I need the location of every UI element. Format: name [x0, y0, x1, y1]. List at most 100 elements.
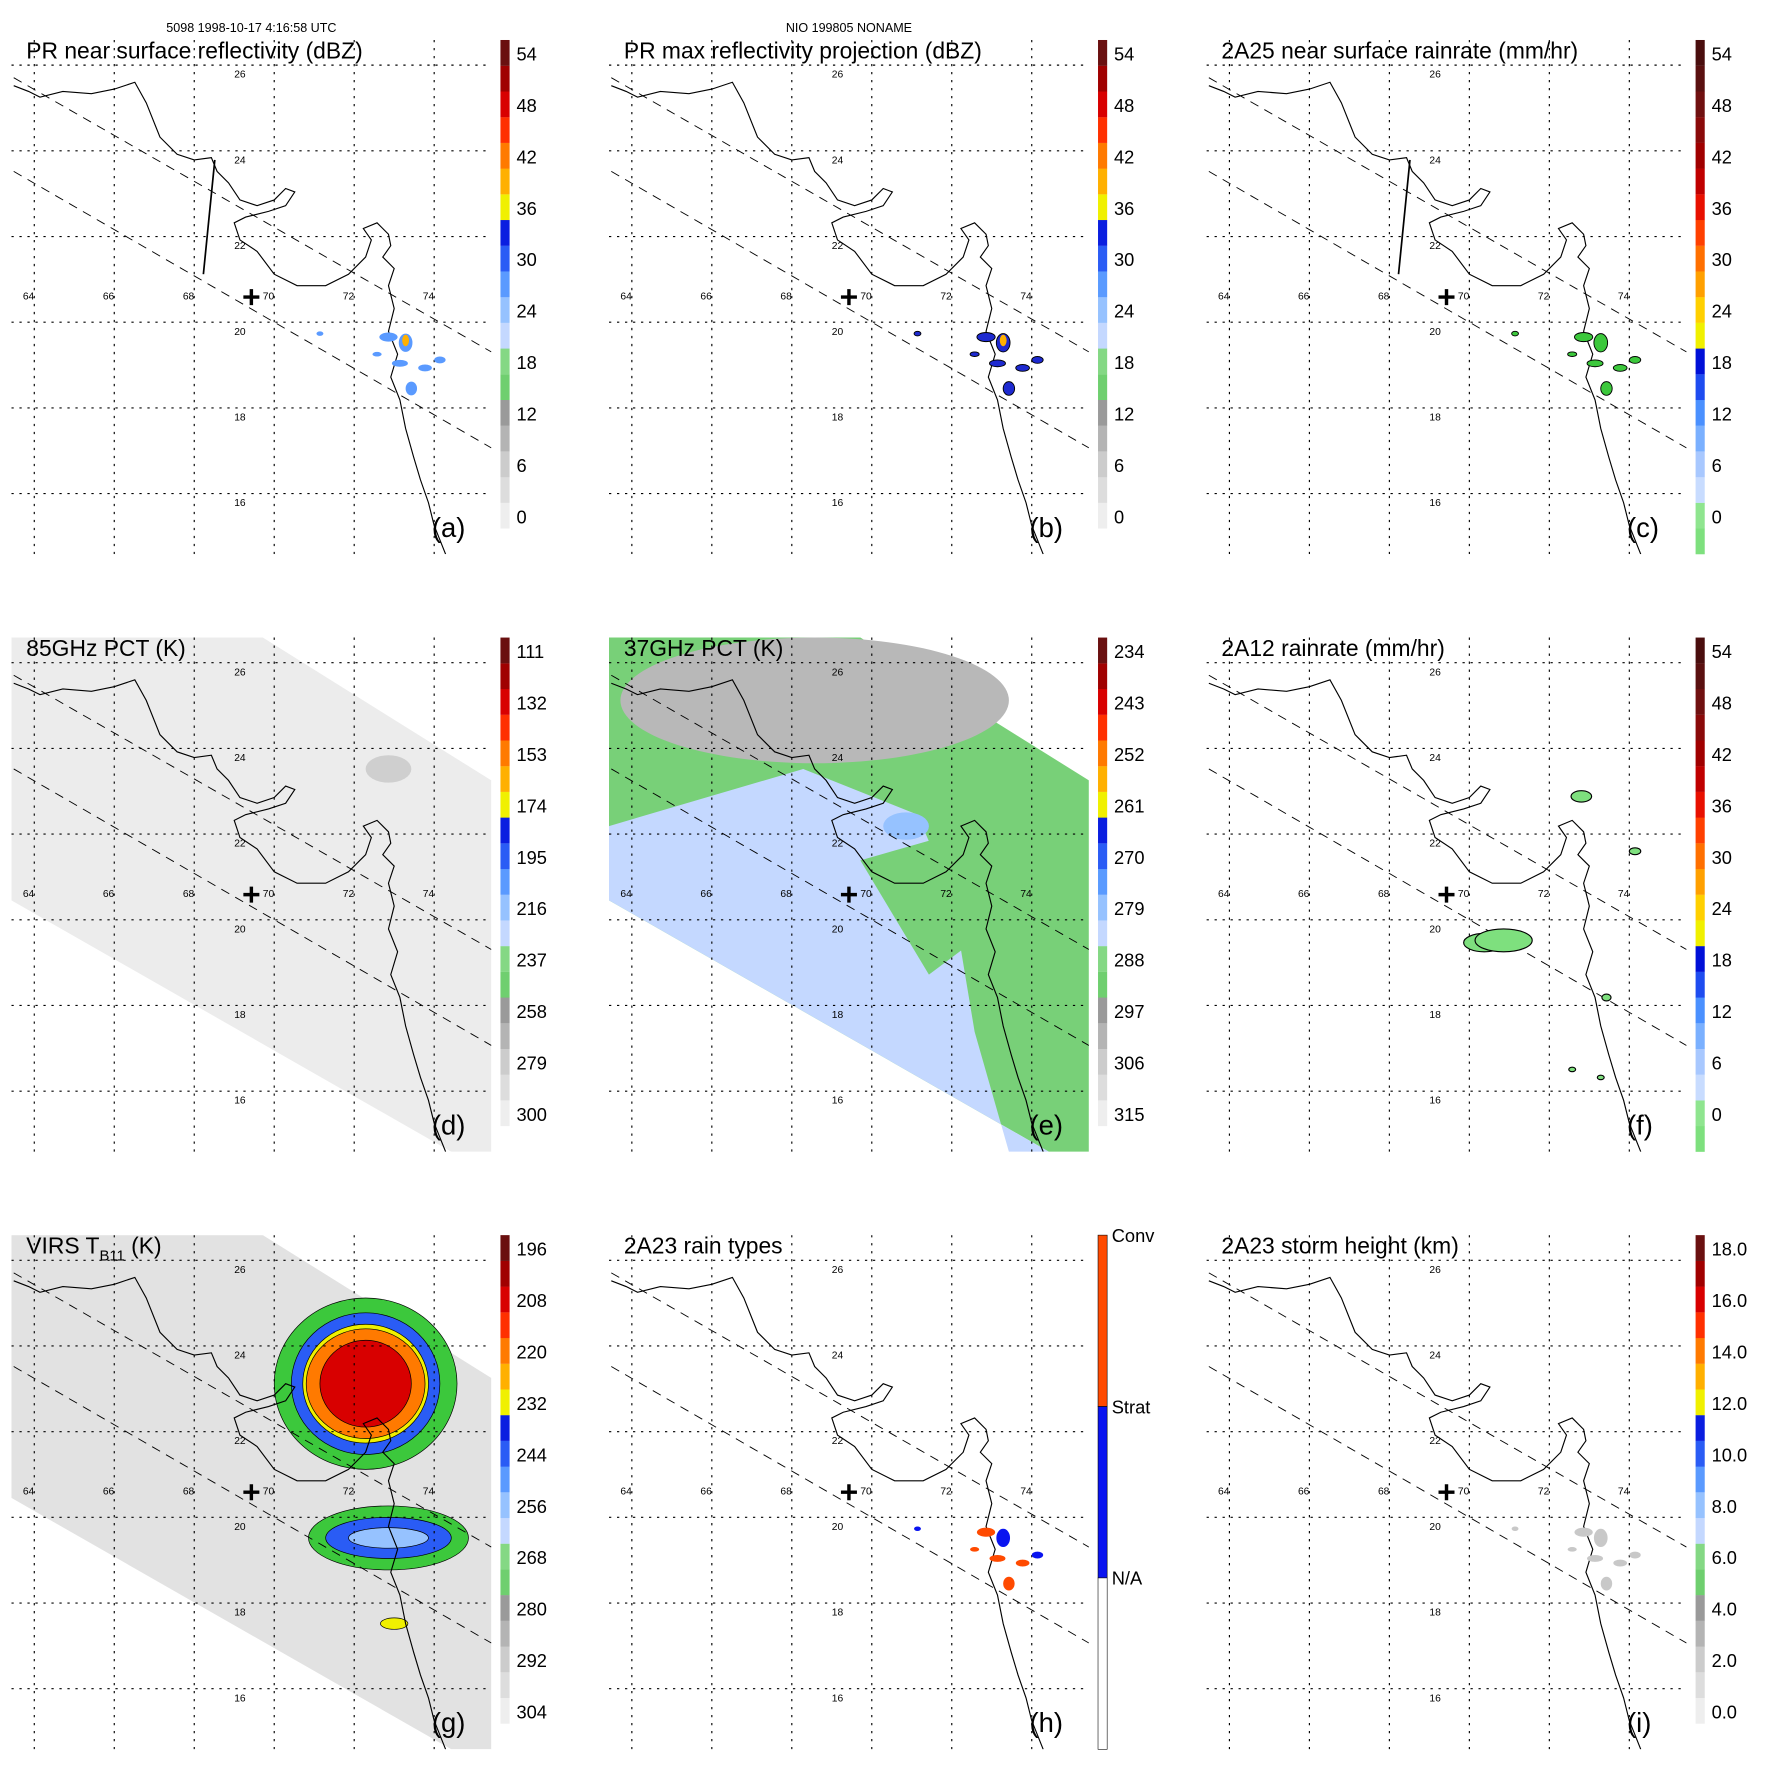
colorbar-label: 237	[516, 950, 546, 971]
colorbar-swatch	[500, 271, 510, 298]
colorbar-swatch	[500, 1517, 510, 1544]
colorbar-label: 306	[1114, 1052, 1144, 1073]
colorbar-label: 24	[1712, 898, 1732, 919]
swath-edge	[1208, 170, 1687, 449]
colorbar-label: 0.0	[1712, 1701, 1737, 1722]
map-panel-e: 64 66 68 70 72 74 26 24 22 20 18 16 37GHz PCT (K) (e)…	[608, 635, 1145, 1152]
colorbar-label: 18	[516, 352, 536, 373]
colorbar-swatch	[500, 1646, 510, 1673]
colorbar-swatch	[500, 374, 510, 401]
rain-area	[1568, 1066, 1577, 1073]
storm-center-cross-icon	[1438, 289, 1455, 306]
lon-label: 70	[263, 889, 275, 900]
colorbar-swatch	[1695, 142, 1705, 169]
echo-core	[999, 334, 1007, 347]
colorbar-swatch	[500, 297, 510, 323]
colorbar-label: 14.0	[1712, 1342, 1748, 1363]
colorbar-swatch	[1695, 997, 1705, 1024]
colorbar-label: 30	[1712, 249, 1732, 270]
colorbar: 111 132 153 174 195 216 237 258 279 300	[500, 637, 547, 1152]
colorbar-swatch	[500, 502, 510, 529]
colorbar-swatch	[1695, 766, 1705, 792]
colorbar: 54 48 42 36 30 24 18 12 6 0	[1098, 39, 1134, 555]
colorbar-swatch	[1695, 1415, 1705, 1441]
colorbar-label: 0	[1114, 506, 1124, 527]
colorbar-swatch	[1098, 946, 1108, 972]
colorbar-label: 288	[1114, 950, 1144, 971]
colorbar-swatch	[1098, 502, 1108, 529]
colorbar-swatch	[1695, 894, 1705, 921]
colorbar-swatch	[1695, 971, 1705, 998]
lat-label: 24	[832, 753, 844, 764]
echo-cell	[1015, 364, 1030, 372]
colorbar-label: 279	[516, 1052, 546, 1073]
echo-cell	[970, 1547, 980, 1552]
colorbar-label: 6	[1712, 1052, 1722, 1073]
lat-label: 26	[832, 1265, 844, 1276]
lon-label: 74	[1020, 291, 1032, 302]
colorbar-label: 8.0	[1712, 1496, 1737, 1517]
colorbar-swatch	[500, 1415, 510, 1441]
colorbar-label: 36	[1114, 198, 1134, 219]
colorbar-swatch	[500, 348, 510, 375]
lat-label: 18	[234, 412, 246, 423]
lat-label: 18	[832, 1608, 844, 1619]
echo-cell	[1593, 333, 1609, 353]
colorbar-swatch	[1695, 1023, 1705, 1050]
colorbar-label: 132	[516, 693, 546, 714]
colorbar-swatch	[1695, 868, 1705, 895]
swath-edge	[611, 768, 1089, 1046]
lat-label: 16	[234, 498, 246, 509]
lat-label: 22	[832, 241, 844, 252]
panel-letter: (b)	[1029, 512, 1062, 543]
lat-label: 20	[832, 327, 844, 338]
colorbar-swatch	[1098, 1023, 1108, 1050]
map-panel-b: 64 66 68 70 72 74 26 24 22 20 18 16 PR max reflectiv…	[608, 37, 1134, 555]
colorbar-swatch	[1098, 219, 1108, 246]
colorbar-swatch	[1098, 791, 1108, 818]
colorbar-label: 270	[1114, 847, 1144, 868]
colorbar-swatch	[1695, 1697, 1705, 1724]
panel-title: 2A25 near surface rainrate (mm/hr)	[1221, 37, 1578, 63]
colorbar-swatch	[1695, 1466, 1705, 1493]
colorbar-swatch	[1098, 142, 1108, 169]
colorbar-swatch	[1098, 451, 1108, 478]
colorbar-swatch	[500, 1126, 510, 1152]
lon-label: 74	[1618, 889, 1630, 900]
colorbar-swatch	[500, 997, 510, 1024]
echo-cell	[976, 1527, 996, 1537]
lat-label: 24	[832, 155, 844, 166]
colorbar-swatch	[1098, 297, 1108, 323]
panel-letter: (e)	[1029, 1110, 1062, 1141]
colorbar-swatch	[1695, 348, 1705, 375]
map-panel-c: 64 66 68 70 72 74 26 24 22 20 18 16 2A25 near surfac…	[1206, 37, 1732, 555]
coastline	[13, 81, 447, 555]
colorbar-swatch	[1695, 168, 1705, 195]
colorbar-label: Strat	[1112, 1396, 1151, 1417]
echo-cell	[1586, 359, 1604, 368]
lon-label: 66	[700, 889, 712, 900]
rain-area	[1601, 993, 1612, 1002]
colorbar-swatch	[1695, 1048, 1705, 1075]
echo-cell	[1031, 356, 1044, 364]
echo-cell	[996, 1528, 1011, 1548]
lon-label: 66	[700, 1486, 712, 1497]
colorbar-label: 24	[516, 301, 536, 322]
colorbar-swatch	[1695, 117, 1705, 143]
colorbar-swatch	[1695, 91, 1705, 118]
colorbar-swatch	[1695, 688, 1705, 715]
colorbar-label: 48	[516, 95, 536, 116]
colorbar-label: 6	[1114, 455, 1124, 476]
colorbar-swatch	[500, 1235, 510, 1261]
lat-label: 26	[234, 70, 246, 81]
colorbar-swatch	[1695, 451, 1705, 478]
coastline	[611, 1276, 1044, 1750]
colorbar-label: 12.0	[1712, 1393, 1748, 1414]
colorbar-label: 12	[516, 403, 536, 424]
colorbar-swatch	[1695, 219, 1705, 246]
colorbar-swatch	[500, 894, 510, 921]
echo-core	[402, 334, 410, 347]
colorbar-label: 304	[516, 1701, 546, 1722]
colorbar-label: 0	[516, 506, 526, 527]
lon-label: 70	[860, 291, 872, 302]
